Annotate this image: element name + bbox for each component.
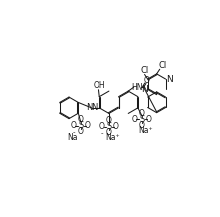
Text: N: N	[141, 85, 148, 94]
Text: O: O	[85, 121, 90, 130]
Text: S: S	[139, 115, 144, 124]
Text: Cl: Cl	[159, 61, 167, 70]
Text: O: O	[139, 121, 145, 130]
Text: -: -	[101, 130, 103, 136]
Text: O: O	[106, 128, 112, 137]
Text: O: O	[99, 122, 105, 131]
Text: OH: OH	[94, 81, 105, 90]
Text: O: O	[144, 76, 150, 85]
Text: O: O	[78, 115, 84, 124]
Text: O: O	[113, 122, 119, 131]
Text: N: N	[166, 75, 172, 84]
Text: Na: Na	[67, 133, 77, 142]
Text: O: O	[139, 109, 145, 118]
Text: N: N	[86, 103, 92, 112]
Text: O: O	[132, 115, 138, 124]
Text: O: O	[71, 121, 77, 130]
Text: N: N	[92, 103, 98, 112]
Text: Cl: Cl	[140, 66, 149, 75]
Text: -: -	[72, 130, 75, 135]
Text: S: S	[106, 122, 112, 131]
Text: Na⁺: Na⁺	[138, 126, 153, 135]
Text: O: O	[78, 127, 84, 136]
Text: O: O	[146, 115, 152, 124]
Text: S: S	[78, 121, 83, 130]
Text: HN: HN	[132, 83, 143, 92]
Text: Na⁺: Na⁺	[105, 133, 120, 142]
Text: O: O	[106, 116, 112, 125]
